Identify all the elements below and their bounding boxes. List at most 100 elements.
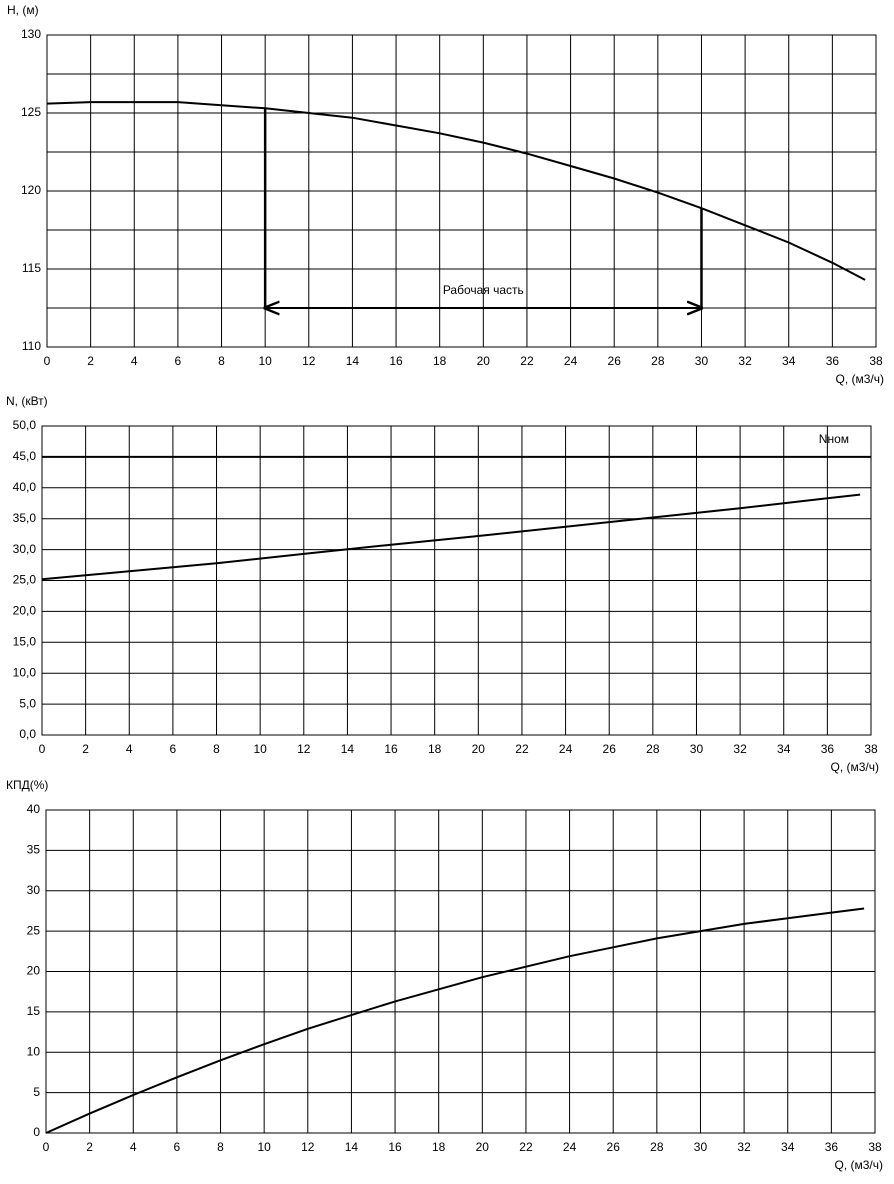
x-tick-label: 10 <box>253 742 267 756</box>
x-tick-label: 26 <box>608 354 622 368</box>
x-tick-label: 8 <box>217 1140 224 1154</box>
x-tick-label: 18 <box>428 742 442 756</box>
plot-border <box>46 34 877 348</box>
x-tick-label: 8 <box>213 742 220 756</box>
x-tick-label: 18 <box>432 1140 446 1154</box>
x-tick-label: 2 <box>82 742 89 756</box>
x-tick-label: 14 <box>341 742 355 756</box>
y-tick-label: 25,0 <box>13 573 37 587</box>
x-tick-label: 10 <box>258 354 272 368</box>
x-tick-label: 4 <box>130 1140 137 1154</box>
x-tick-label: 22 <box>519 1140 533 1154</box>
y-tick-label: 0,0 <box>19 727 36 741</box>
y-tick-label: 115 <box>22 261 41 275</box>
x-tick-label: 24 <box>559 742 573 756</box>
x-tick-label: 12 <box>297 742 311 756</box>
x-tick-label: 0 <box>39 742 46 756</box>
y-tick-label: 35 <box>27 843 41 857</box>
y-tick-label: 5 <box>33 1085 40 1099</box>
y-tick-label: 0 <box>33 1125 40 1139</box>
y-axis-label: H, (м) <box>7 3 39 17</box>
x-tick-label: 6 <box>170 742 177 756</box>
x-tick-label: 6 <box>174 1140 181 1154</box>
curve <box>45 907 865 1134</box>
range-label: Рабочая часть <box>443 283 524 297</box>
x-tick-label: 16 <box>389 354 403 368</box>
x-tick-label: 18 <box>433 354 447 368</box>
x-tick-label: 30 <box>690 742 704 756</box>
plot-border <box>45 809 876 1134</box>
x-tick-label: 38 <box>869 354 883 368</box>
x-tick-label: 26 <box>603 742 617 756</box>
x-tick-label: 30 <box>694 1140 708 1154</box>
x-tick-label: 20 <box>477 354 491 368</box>
y-tick-label: 130 <box>21 27 41 41</box>
x-tick-label: 36 <box>821 742 835 756</box>
x-tick-label: 0 <box>43 1140 50 1154</box>
x-tick-label: 4 <box>131 354 138 368</box>
x-tick-label: 22 <box>515 742 529 756</box>
x-tick-label: 8 <box>218 354 225 368</box>
x-tick-label: 20 <box>476 1140 490 1154</box>
x-tick-label: 36 <box>825 1140 839 1154</box>
y-axis-label: N, (кВт) <box>6 394 48 408</box>
x-tick-label: 26 <box>607 1140 621 1154</box>
y-tick-label: 10 <box>27 1044 41 1058</box>
y-tick-label: 45,0 <box>13 449 37 463</box>
y-tick-label: 15,0 <box>13 634 37 648</box>
y-tick-label: 40,0 <box>13 480 37 494</box>
y-tick-label: 5,0 <box>19 696 36 710</box>
x-tick-label: 32 <box>738 354 752 368</box>
plot-border <box>41 425 872 736</box>
x-tick-label: 2 <box>86 1140 93 1154</box>
y-tick-label: 20 <box>27 964 41 978</box>
y-tick-label: 35,0 <box>13 511 37 525</box>
y-tick-label: 25 <box>27 923 41 937</box>
x-tick-label: 28 <box>650 1140 664 1154</box>
x-tick-label: 32 <box>733 742 747 756</box>
x-tick-label: 2 <box>87 354 94 368</box>
x-axis-label: Q, (м3/ч) <box>835 372 884 386</box>
x-tick-label: 38 <box>868 1140 882 1154</box>
x-tick-label: 4 <box>126 742 133 756</box>
y-tick-label: 15 <box>27 1004 41 1018</box>
x-tick-label: 28 <box>651 354 665 368</box>
y-tick-label: 125 <box>21 105 41 119</box>
x-tick-label: 6 <box>175 354 182 368</box>
y-tick-label: 20,0 <box>13 604 37 618</box>
x-tick-label: 32 <box>737 1140 751 1154</box>
x-tick-label: 28 <box>646 742 660 756</box>
x-tick-label: 38 <box>864 742 878 756</box>
x-tick-label: 12 <box>301 1140 315 1154</box>
y-tick-label: 120 <box>21 183 41 197</box>
y-tick-label: 30,0 <box>13 542 37 556</box>
x-axis-label: Q, (м3/ч) <box>834 1158 883 1172</box>
x-tick-label: 14 <box>345 1140 359 1154</box>
x-tick-label: 34 <box>782 354 796 368</box>
x-tick-label: 34 <box>777 742 791 756</box>
x-tick-label: 0 <box>44 354 51 368</box>
x-axis-label: Q, (м3/ч) <box>830 760 879 774</box>
y-tick-label: 110 <box>22 339 41 353</box>
y-tick-label: 10,0 <box>13 665 37 679</box>
x-tick-label: 24 <box>564 354 578 368</box>
x-tick-label: 10 <box>257 1140 271 1154</box>
x-tick-label: 16 <box>384 742 398 756</box>
x-tick-label: 34 <box>781 1140 795 1154</box>
x-tick-label: 16 <box>388 1140 402 1154</box>
y-tick-label: 50,0 <box>13 418 37 432</box>
y-tick-label: 40 <box>27 802 41 816</box>
x-tick-label: 12 <box>302 354 316 368</box>
x-tick-label: 22 <box>520 354 534 368</box>
x-tick-label: 14 <box>346 354 360 368</box>
y-axis-label: КПД(%) <box>6 778 48 792</box>
x-tick-label: 30 <box>695 354 709 368</box>
curve <box>41 493 861 581</box>
x-tick-label: 20 <box>472 742 486 756</box>
reference-label: Nном <box>819 432 849 446</box>
x-tick-label: 36 <box>826 354 840 368</box>
x-tick-label: 24 <box>563 1140 577 1154</box>
curve <box>46 101 866 281</box>
y-tick-label: 30 <box>27 883 41 897</box>
